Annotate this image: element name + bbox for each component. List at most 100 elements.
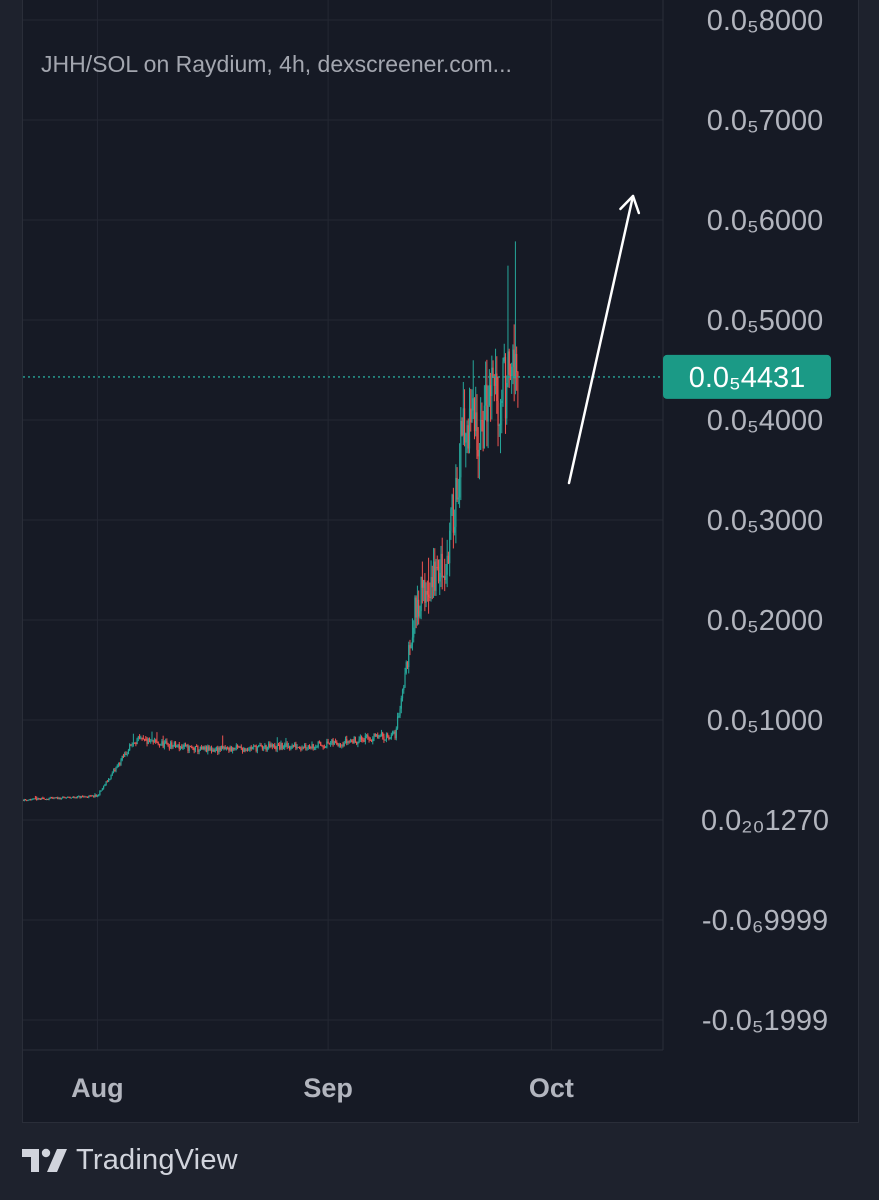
candle-body — [177, 744, 179, 747]
candle-body — [189, 746, 192, 748]
y-tick-label: 0.0₅8000 — [707, 5, 824, 37]
candle-body — [512, 349, 514, 367]
candle-body — [285, 743, 287, 745]
candle-body — [452, 494, 454, 533]
candle-body — [217, 747, 219, 753]
candle-body — [58, 797, 60, 800]
candle-body — [297, 746, 299, 748]
candle-body — [73, 796, 75, 798]
candle-body — [152, 740, 154, 743]
grid-lines — [23, 0, 663, 1050]
y-tick-label: -0.0₅1999 — [702, 1005, 828, 1037]
candle-body — [162, 741, 164, 748]
candle-body — [65, 797, 68, 799]
candle-body — [401, 689, 404, 699]
candle-body — [33, 798, 35, 800]
candle-body — [329, 742, 332, 745]
candle-body — [300, 748, 302, 750]
candle-body — [338, 743, 340, 747]
candle-body — [310, 746, 312, 748]
candle-body — [117, 763, 120, 766]
chart-title: JHH/SOL on Raydium, 4h, dexscreener.com.… — [41, 51, 512, 77]
candle-body — [483, 405, 485, 449]
candle-body — [212, 749, 214, 752]
candle-body — [157, 742, 159, 745]
candle-body — [52, 797, 54, 799]
candle-body — [494, 373, 497, 386]
candle-body — [255, 745, 257, 752]
candle-body — [83, 796, 85, 798]
candle-body — [332, 739, 334, 745]
candle-body — [88, 795, 90, 798]
candle-body — [110, 774, 112, 779]
candle-body — [313, 747, 316, 749]
candle-body — [291, 745, 293, 749]
candle-body — [327, 741, 329, 744]
candle-body — [424, 579, 426, 603]
candle-body — [435, 567, 437, 591]
candles — [23, 241, 519, 802]
candle-body — [415, 597, 417, 618]
candle-body — [517, 372, 519, 377]
candle-body — [437, 567, 440, 582]
price-chart[interactable]: 0.0₅8000 0.0₅7000 0.0₅6000 0.0₅5000 0.0₅4000… — [23, 0, 858, 1122]
candle-body — [488, 385, 490, 406]
candle-body — [471, 410, 473, 423]
candle-body — [131, 744, 133, 746]
candle-body — [105, 781, 107, 786]
candle-body — [399, 708, 401, 716]
candle-body — [29, 799, 32, 801]
candle-body — [248, 749, 250, 751]
candle-body — [497, 400, 499, 426]
candle-body — [416, 599, 419, 618]
candle-body — [394, 731, 396, 739]
candle-body — [168, 746, 170, 749]
time-axis: Aug Sep Oct — [71, 1073, 574, 1103]
candle-body — [174, 742, 177, 747]
candle-body — [172, 746, 174, 748]
candle-body — [473, 398, 476, 432]
candle-body — [444, 576, 446, 581]
candle-body — [504, 357, 507, 419]
candle-body — [361, 736, 363, 740]
candle-body — [491, 367, 493, 397]
candle-body — [161, 741, 163, 745]
candle-body — [511, 366, 513, 376]
candle-body — [146, 739, 148, 744]
candle-body — [362, 739, 364, 741]
candle-body — [78, 796, 80, 798]
candle-body — [99, 791, 101, 796]
candle-body — [50, 797, 53, 799]
y-tick-label: -0.0₆9999 — [702, 905, 828, 937]
candle-body — [68, 796, 70, 798]
candle-body — [347, 741, 349, 744]
candle-body — [427, 594, 430, 597]
candle-body — [315, 747, 317, 749]
candle-body — [336, 742, 338, 745]
chart-frame: 0.0₅8000 0.0₅7000 0.0₅6000 0.0₅5000 0.0₅4000… — [22, 0, 859, 1123]
candle-body — [352, 740, 354, 743]
candle-body — [75, 797, 77, 799]
candle-body — [481, 420, 483, 422]
candle-body — [498, 424, 500, 426]
candle-body — [341, 744, 343, 746]
candle-body — [451, 494, 453, 510]
candle-body — [446, 555, 448, 575]
candle-body — [348, 741, 350, 743]
candle-body — [36, 798, 38, 800]
y-tick-label: 0.0₅2000 — [707, 605, 824, 637]
candle-body — [492, 367, 494, 378]
candle-body — [461, 420, 463, 436]
candle-body — [239, 746, 241, 748]
candle-body — [274, 744, 276, 749]
candle-body — [454, 526, 456, 533]
candle-body — [351, 740, 353, 742]
candle-body — [240, 746, 242, 749]
tradingview-logo-icon — [22, 1148, 67, 1172]
candle-body — [70, 797, 72, 799]
candle-body — [425, 590, 427, 603]
candle-body — [229, 747, 231, 751]
candle-body — [326, 741, 328, 747]
candle-body — [55, 797, 58, 799]
tradingview-attribution[interactable]: TradingView — [22, 1140, 238, 1180]
